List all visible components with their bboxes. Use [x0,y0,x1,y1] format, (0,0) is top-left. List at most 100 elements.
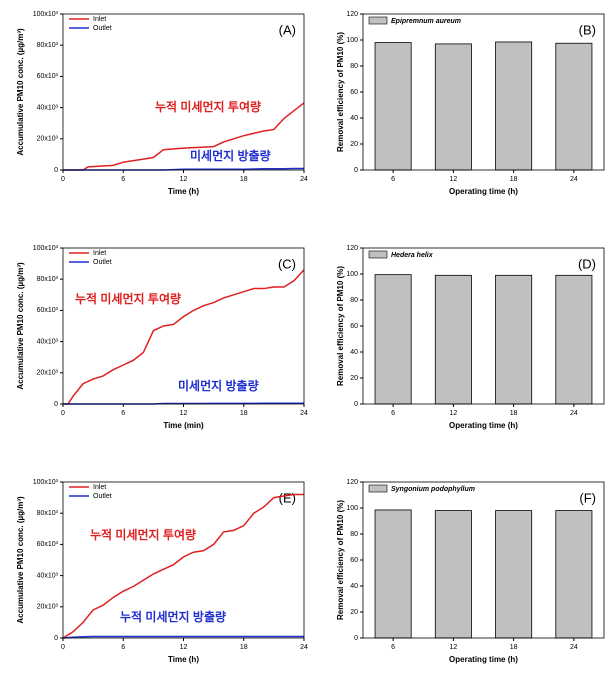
y-tick-label: 20 [350,375,358,382]
y-axis-label: Accumulative PM10 conc. (µg/m³) [16,262,25,390]
x-axis-label: Time (h) [168,655,199,664]
y-tick-label: 20x10³ [37,370,59,377]
bar [374,274,412,405]
line-series [62,635,304,639]
legend-label: Inlet [93,250,106,257]
x-tick-label: 24 [570,176,578,183]
x-tick-label: 6 [391,176,395,183]
panel-label: (D) [578,256,596,271]
legend-label: Epipremnum aureum [391,18,461,25]
x-tick-label: 6 [391,644,395,651]
annotation: 누적 미세먼지 방출량 [120,609,226,624]
x-tick-label: 24 [570,410,578,417]
x-tick-label: 0 [61,410,65,417]
x-tick-label: 12 [449,410,457,417]
x-tick-label: 18 [510,176,518,183]
x-tick-label: 0 [61,176,65,183]
annotation: 누적 미세먼지 투여량 [155,99,261,114]
y-tick-label: 40x10³ [37,572,59,579]
panel-label: (F) [579,490,596,505]
x-tick-label: 6 [391,410,395,417]
y-tick-label: 120 [346,479,358,486]
y-tick-label: 0 [354,167,358,174]
bar [434,43,472,171]
bar [495,41,533,171]
annotation: 누적 미세먼지 투여량 [75,291,181,306]
y-tick-label: 40 [350,349,358,356]
legend-label: Hedera helix [391,252,434,259]
x-tick-label: 18 [240,644,248,651]
x-tick-label: 24 [300,644,308,651]
x-axis-label: Time (h) [168,187,199,196]
y-tick-label: 20 [350,141,358,148]
y-tick-label: 100 [346,505,358,512]
y-tick-label: 0 [354,635,358,642]
legend-label: Syngonium podophyllum [391,486,475,493]
bar [374,509,412,639]
y-axis-label: Accumulative PM10 conc. (µg/m³) [16,28,25,156]
y-tick-label: 0 [54,401,58,408]
y-tick-label: 0 [54,167,58,174]
plot-frame [362,247,605,405]
bar [374,42,412,171]
legend-label: Outlet [93,25,112,32]
x-tick-label: 12 [180,644,188,651]
y-tick-label: 120 [346,245,358,252]
line-series [62,493,304,639]
y-tick-label: 100x10³ [33,11,59,18]
y-tick-label: 40 [350,115,358,122]
y-tick-label: 80 [350,531,358,538]
y-tick-label: 100 [346,271,358,278]
y-tick-label: 60 [350,557,358,564]
y-tick-label: 100 [346,37,358,44]
annotation: 누적 미세먼지 투여량 [90,527,196,542]
legend-swatch [368,16,388,25]
x-tick-label: 6 [121,410,125,417]
bar [434,510,472,639]
x-axis-label: Operating time (h) [449,421,518,430]
x-tick-label: 24 [300,410,308,417]
x-tick-label: 24 [570,644,578,651]
y-tick-label: 20 [350,609,358,616]
y-tick-label: 60x10³ [37,541,59,548]
bar [495,274,533,405]
panel-label: (E) [279,490,296,505]
x-tick-label: 18 [510,644,518,651]
bar [555,274,593,405]
y-axis-label: Removal efficiency of PM10 (%) [336,500,345,620]
y-tick-label: 120 [346,11,358,18]
y-tick-label: 80x10³ [37,276,59,283]
x-axis-label: Operating time (h) [449,655,518,664]
plot-frame [362,481,605,639]
x-axis-label: Time (min) [163,421,204,430]
y-tick-label: 0 [354,401,358,408]
x-tick-label: 12 [180,410,188,417]
legend-swatch [368,250,388,259]
y-tick-label: 100x10³ [33,479,59,486]
bar [555,510,593,639]
y-tick-label: 80x10³ [37,510,59,517]
y-tick-label: 20x10³ [37,604,59,611]
legend-label: Inlet [93,16,106,23]
line-series [63,269,305,405]
x-tick-label: 12 [449,644,457,651]
panel-label: (C) [278,256,296,271]
x-tick-label: 12 [449,176,457,183]
bar [495,510,533,639]
y-axis-label: Removal efficiency of PM10 (%) [336,32,345,152]
x-tick-label: 12 [180,176,188,183]
legend-label: Inlet [93,484,106,491]
x-tick-label: 6 [121,176,125,183]
x-tick-label: 0 [61,644,65,651]
bar [555,42,593,171]
y-tick-label: 0 [54,635,58,642]
x-axis-label: Operating time (h) [449,187,518,196]
y-tick-label: 40 [350,583,358,590]
y-tick-label: 40x10³ [37,104,59,111]
line-series [63,102,305,171]
plot-frame [62,481,305,639]
y-tick-label: 80x10³ [37,42,59,49]
legend-label: Outlet [93,493,112,500]
x-tick-label: 18 [240,176,248,183]
